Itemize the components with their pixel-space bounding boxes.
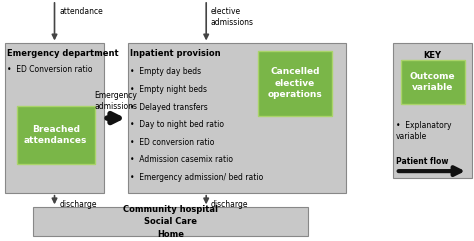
Text: •  Empty day beds: • Empty day beds	[130, 67, 201, 76]
Text: •  Admission casemix ratio: • Admission casemix ratio	[130, 155, 233, 164]
Text: Outcome
variable: Outcome variable	[410, 72, 456, 92]
Text: •  Empty night beds: • Empty night beds	[130, 85, 207, 94]
Text: Patient flow: Patient flow	[396, 157, 448, 166]
Text: Emergency
admissions: Emergency admissions	[95, 92, 137, 111]
Text: •  Day to night bed ratio: • Day to night bed ratio	[130, 120, 224, 129]
Text: Breached
attendances: Breached attendances	[24, 125, 87, 145]
Text: •  Explanatory
variable: • Explanatory variable	[396, 120, 451, 141]
Text: discharge: discharge	[59, 200, 97, 209]
Text: •  Emergency admission/ bed ratio: • Emergency admission/ bed ratio	[130, 173, 264, 182]
FancyBboxPatch shape	[258, 51, 332, 116]
Text: attendance: attendance	[59, 7, 103, 16]
Text: •  ED conversion ratio: • ED conversion ratio	[130, 138, 215, 147]
Text: Community hospital
Social Care
Home: Community hospital Social Care Home	[123, 205, 218, 239]
FancyBboxPatch shape	[401, 60, 465, 104]
Text: discharge: discharge	[211, 200, 248, 209]
FancyBboxPatch shape	[5, 43, 104, 193]
Text: Inpatient provision: Inpatient provision	[130, 49, 221, 58]
Text: elective
admissions: elective admissions	[211, 7, 254, 27]
Text: Cancelled
elective
operations: Cancelled elective operations	[268, 67, 322, 100]
Text: Emergency department: Emergency department	[7, 49, 118, 58]
FancyBboxPatch shape	[17, 106, 95, 164]
FancyBboxPatch shape	[393, 43, 472, 178]
Text: KEY: KEY	[424, 51, 441, 60]
Text: •  ED Conversion ratio: • ED Conversion ratio	[7, 65, 92, 74]
FancyBboxPatch shape	[128, 43, 346, 193]
Text: •  Delayed transfers: • Delayed transfers	[130, 103, 208, 112]
FancyBboxPatch shape	[33, 207, 308, 236]
